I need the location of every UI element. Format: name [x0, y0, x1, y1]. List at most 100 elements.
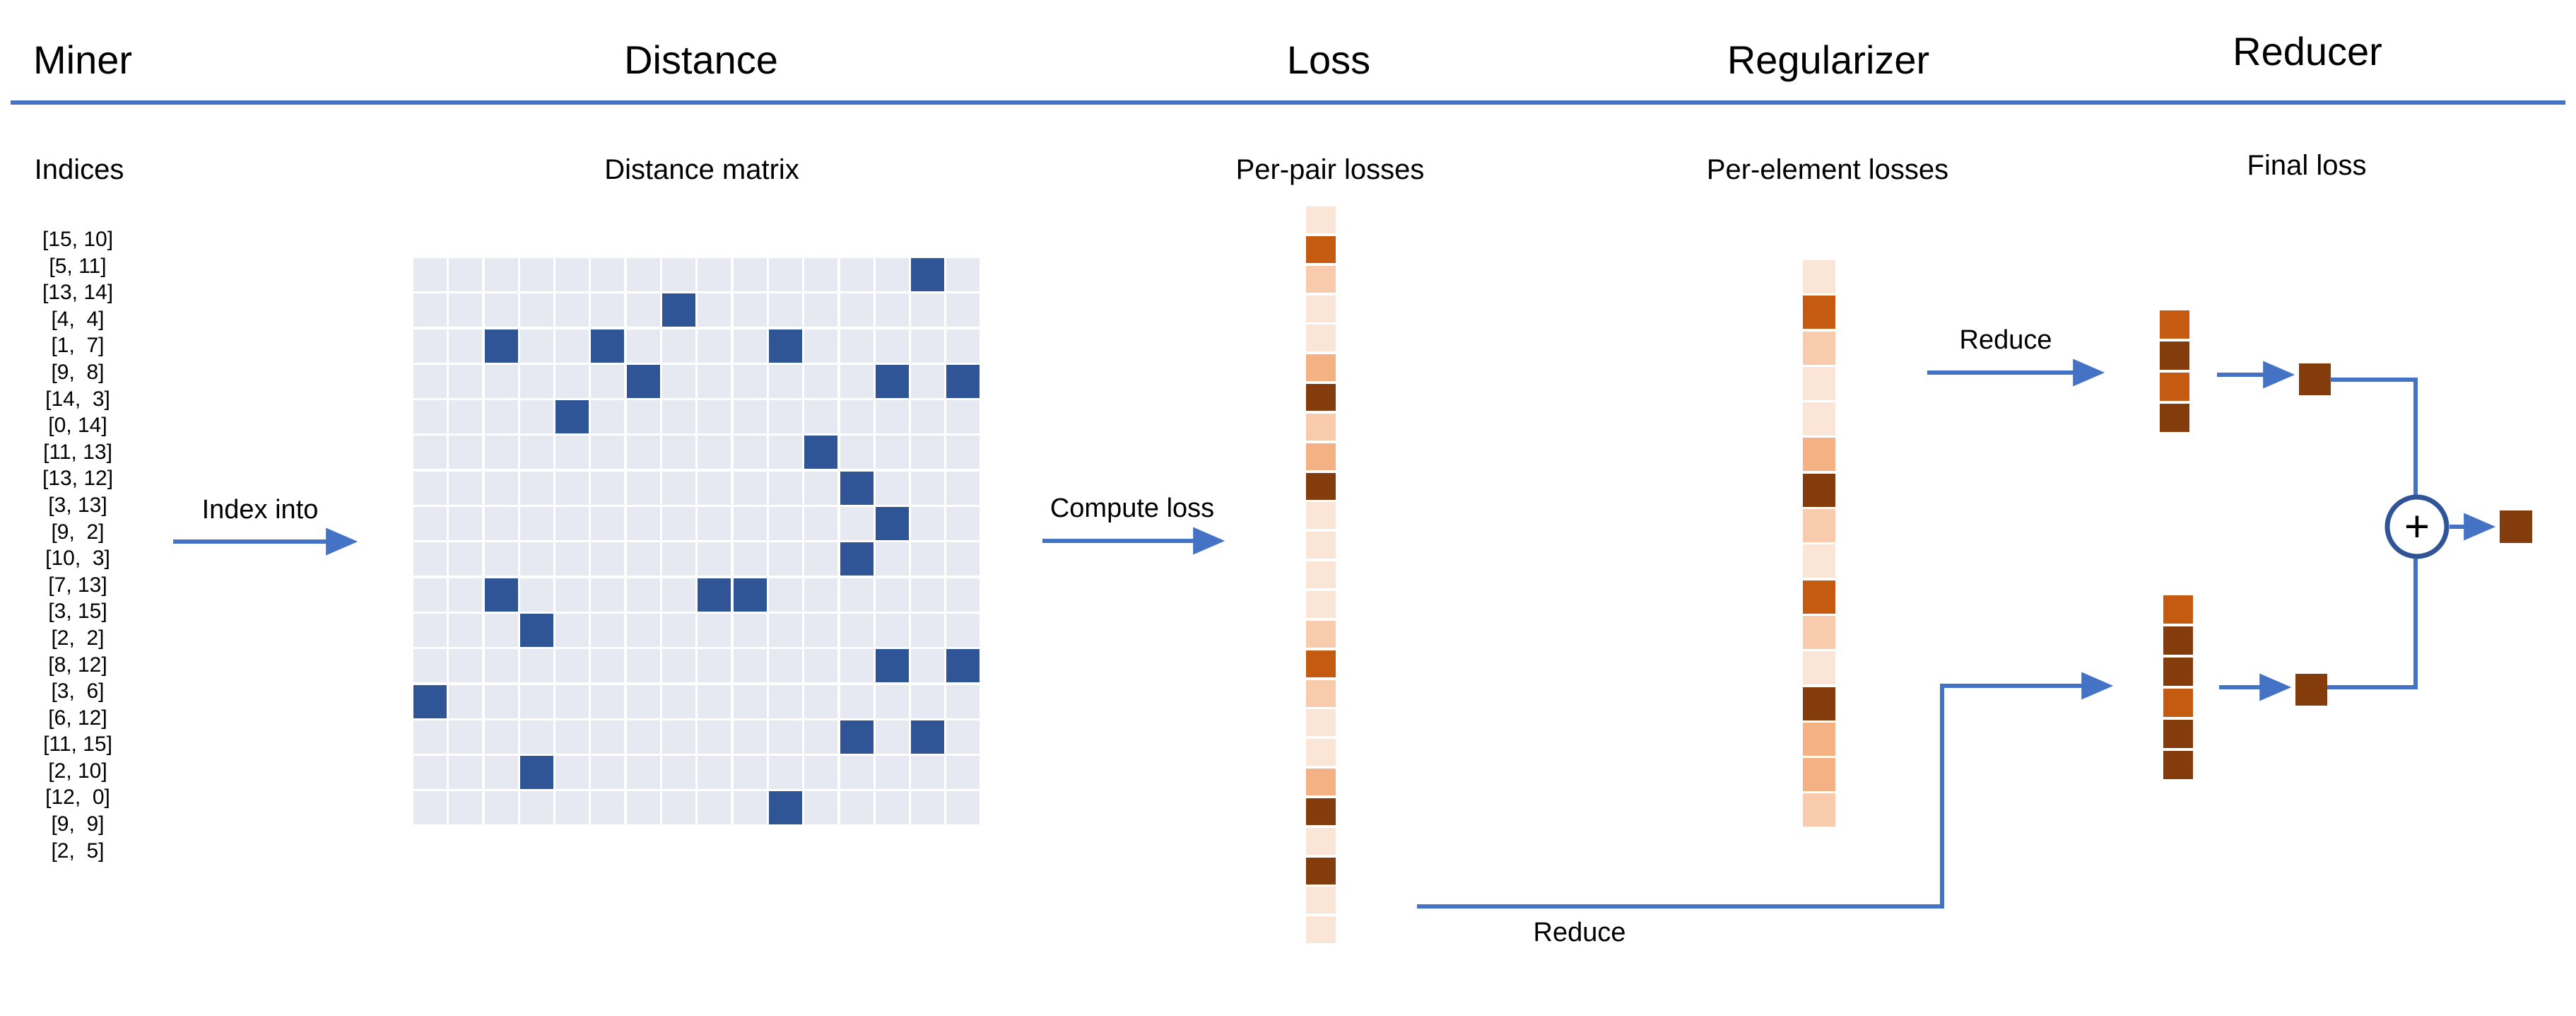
per-element-loss-cell: [1803, 402, 1835, 436]
matrix-cell: [911, 471, 945, 505]
matrix-cell-mined: [946, 364, 980, 398]
per-element-loss-cell: [1803, 260, 1835, 293]
matrix-cell: [840, 507, 874, 541]
matrix-cell: [555, 293, 589, 327]
index-pair: [9, 2]: [51, 520, 105, 544]
matrix-cell: [555, 542, 589, 576]
matrix-cell: [768, 364, 802, 398]
matrix-cell: [626, 720, 660, 754]
compute-loss-label: Compute loss: [1049, 494, 1215, 523]
reduced-column-cell: [2163, 626, 2193, 655]
per-pair-loss-cell: [1306, 620, 1336, 648]
reduced-loss-column-top: [2160, 310, 2189, 432]
matrix-cell: [875, 542, 909, 576]
matrix-cell: [875, 756, 909, 790]
matrix-cell: [484, 400, 518, 434]
matrix-cell: [662, 791, 696, 825]
matrix-cell: [911, 649, 945, 683]
matrix-cell: [804, 649, 838, 683]
index-pair: [2, 10]: [48, 759, 107, 783]
matrix-cell: [875, 400, 909, 434]
matrix-cell: [591, 400, 625, 434]
per-element-loss-cell: [1803, 438, 1835, 472]
per-pair-loss-cell: [1306, 235, 1336, 263]
matrix-cell: [519, 329, 553, 363]
per-pair-loss-cell: [1306, 650, 1336, 677]
matrix-cell: [413, 756, 447, 790]
matrix-cell: [519, 791, 553, 825]
matrix-cell: [449, 756, 483, 790]
per-pair-loss-cell: [1306, 295, 1336, 322]
matrix-cell: [804, 791, 838, 825]
matrix-cell-mined: [555, 400, 589, 434]
matrix-cell-mined: [768, 791, 802, 825]
per-element-loss-cell: [1803, 793, 1835, 827]
matrix-cell: [768, 400, 802, 434]
matrix-cell: [591, 684, 625, 718]
matrix-cell: [698, 507, 731, 541]
matrix-cell: [555, 364, 589, 398]
matrix-cell: [733, 613, 767, 647]
reduced-column-cell: [2163, 595, 2193, 624]
subheader-per-element-losses: Per-element losses: [1706, 154, 1949, 185]
reduced-column-cell: [2163, 720, 2193, 748]
matrix-cell: [733, 756, 767, 790]
matrix-cell: [698, 542, 731, 576]
index-into-label: Index into: [201, 495, 319, 525]
matrix-cell-mined: [840, 720, 874, 754]
matrix-cell: [946, 436, 980, 469]
matrix-cell: [484, 507, 518, 541]
matrix-cell: [519, 649, 553, 683]
matrix-cell: [413, 507, 447, 541]
matrix-cell: [626, 258, 660, 291]
matrix-cell: [519, 471, 553, 505]
matrix-cell: [804, 329, 838, 363]
matrix-cell: [911, 791, 945, 825]
matrix-cell: [662, 507, 696, 541]
matrix-cell: [519, 364, 553, 398]
per-pair-loss-cell: [1306, 769, 1336, 796]
matrix-cell: [698, 613, 731, 647]
per-element-loss-cell: [1803, 509, 1835, 543]
per-pair-loss-cell: [1306, 709, 1336, 737]
matrix-cell: [840, 293, 874, 327]
index-pair: [6, 12]: [48, 706, 107, 730]
matrix-cell: [662, 400, 696, 434]
matrix-cell: [484, 649, 518, 683]
matrix-cell: [911, 329, 945, 363]
matrix-cell: [698, 756, 731, 790]
matrix-cell: [698, 400, 731, 434]
reduce-bottom-elbow-arrow: [1417, 672, 2114, 909]
reduce-bottom-label: Reduce: [1533, 918, 1626, 947]
matrix-cell: [946, 400, 980, 434]
matrix-cell: [768, 542, 802, 576]
matrix-cell-mined: [626, 364, 660, 398]
matrix-cell: [875, 720, 909, 754]
matrix-cell: [875, 578, 909, 612]
per-element-loss-cell: [1803, 722, 1835, 756]
matrix-cell: [911, 756, 945, 790]
matrix-cell: [591, 507, 625, 541]
index-pair: [7, 13]: [48, 573, 107, 597]
matrix-cell: [768, 720, 802, 754]
matrix-cell: [413, 613, 447, 647]
matrix-cell: [946, 613, 980, 647]
matrix-cell: [911, 507, 945, 541]
matrix-cell: [555, 329, 589, 363]
matrix-cell: [626, 471, 660, 505]
matrix-cell: [555, 720, 589, 754]
matrix-cell: [519, 436, 553, 469]
matrix-cell: [555, 684, 589, 718]
per-pair-losses-strip: [1306, 206, 1336, 944]
matrix-cell: [555, 507, 589, 541]
per-pair-loss-cell: [1306, 916, 1336, 944]
mined-index-pairs-list: [15, 10] [5, 11] [13, 14] [4, 4] [1, 7] [9, 8…: [18, 226, 138, 864]
matrix-cell: [591, 258, 625, 291]
matrix-cell-mined: [662, 293, 696, 327]
matrix-cell: [413, 720, 447, 754]
matrix-cell: [698, 791, 731, 825]
matrix-cell: [698, 364, 731, 398]
header-divider-line: [11, 100, 2565, 105]
matrix-cell: [484, 791, 518, 825]
